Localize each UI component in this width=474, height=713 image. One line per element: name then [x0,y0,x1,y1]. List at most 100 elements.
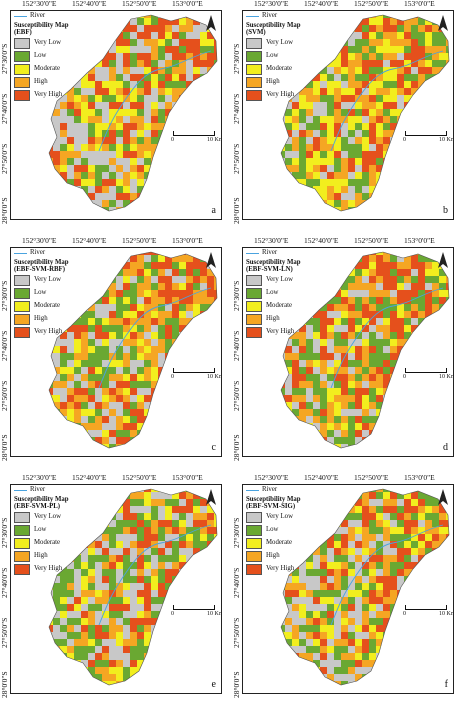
lon-tick-label: 153°0'0"E [172,236,203,245]
legend-swatch [14,525,30,537]
panel-letter: e [211,679,216,690]
north-arrow-icon [205,252,217,272]
legend-item-low: Low [14,288,69,300]
legend-title: Susceptibility Map (SVM) [246,21,301,36]
catchment-boundary [280,488,450,686]
legend-item-low: Low [246,288,301,300]
map-frame: River Susceptibility Map (EBF-SVM-RBF) Very… [10,247,222,457]
river-legend-entry: River [14,12,69,20]
lat-tick-label: 27°50'0"S [0,143,9,174]
susceptibility-map [48,14,218,212]
legend-title: Susceptibility Map (EBF-SVM-PL) [14,495,69,510]
legend-label: Very High [266,91,295,99]
legend-swatch [246,327,262,339]
legend-label: Very High [34,328,63,336]
legend-item-low: Low [14,51,69,63]
scale-end-label: 10 Km [439,137,454,143]
panel-letter: c [211,442,216,453]
map-frame: River Susceptibility Map (EBF) Very Low Low M… [10,10,222,220]
scale-end-label: 10 Km [439,611,454,617]
lon-tick-label: 152°50'0"E [354,473,389,482]
river-symbol [14,489,27,491]
legend-label: Low [266,52,279,60]
legend-item-low: Low [14,525,69,537]
river-label: River [30,12,46,19]
map-panel-c: 152°30'0"E 152°40'0"E 152°50'0"E 153°0'0"E 2… [0,236,222,461]
lat-tick-label: 28°0'0"S [0,197,9,224]
river-legend-entry: River [246,486,301,494]
map-panel-d: 152°30'0"E 152°40'0"E 152°50'0"E 153°0'0"E 2… [232,236,454,461]
lon-tick-label: 152°30'0"E [254,473,289,482]
lat-tick-label: 27°50'0"S [232,380,241,411]
lon-tick-label: 152°40'0"E [72,236,107,245]
north-arrow-icon [437,15,449,35]
legend-label: Very Low [34,513,61,521]
scale-start-label: 0 [171,374,174,380]
legend-label: Moderate [34,302,61,310]
susceptibility-map [280,251,450,449]
legend-label: High [34,552,48,560]
map-panel-a: 152°30'0"E 152°40'0"E 152°50'0"E 153°0'0"E 2… [0,0,222,224]
scale-start-label: 0 [403,611,406,617]
legend-item-moderate: Moderate [14,64,69,76]
legend-item-moderate: Moderate [14,301,69,313]
legend-item-high: High [246,314,301,326]
lat-tick-label: 27°40'0"S [232,330,241,361]
map-frame: River Susceptibility Map (EBF-SVM-LN) Very … [242,247,454,457]
river-symbol [14,252,27,254]
legend-item-very-low: Very Low [14,275,69,287]
legend-label: Low [34,52,47,60]
legend-swatch [14,327,30,339]
map-legend: River Susceptibility Map (EBF-SVM-LN) Very … [246,249,301,340]
panel-letter: d [443,442,448,453]
legend-item-very-high: Very High [14,564,69,576]
panel-letter: a [211,205,216,216]
river-legend-entry: River [14,249,69,257]
legend-swatch [246,564,262,576]
lat-tick-label: 27°30'0"S [232,517,241,548]
legend-swatch [14,314,30,326]
legend-item-low: Low [246,51,301,63]
legend-label: High [34,315,48,323]
lon-tick-label: 152°50'0"E [354,0,389,8]
legend-item-high: High [14,77,69,89]
legend-swatch [246,512,262,524]
lat-tick-label: 27°50'0"S [0,617,9,648]
legend-label: Moderate [266,302,293,310]
river-legend-entry: River [246,12,301,20]
legend-label: Low [34,526,47,534]
lat-tick-label: 27°50'0"S [232,617,241,648]
legend-item-high: High [246,77,301,89]
catchment-boundary [280,14,450,212]
lat-tick-label: 27°30'0"S [232,280,241,311]
map-legend: River Susceptibility Map (EBF-SVM-SIG) Very… [246,486,301,577]
lat-tick-label: 28°0'0"S [0,434,9,461]
legend-item-very-low: Very Low [14,512,69,524]
legend-item-very-high: Very High [14,90,69,102]
river-line [330,50,444,152]
legend-label: Very Low [34,276,61,284]
legend-title: Susceptibility Map (EBF-SVM-SIG) [246,495,301,510]
legend-swatch [246,538,262,550]
lat-tick-label: 27°30'0"S [0,43,9,74]
river-label: River [30,249,46,256]
legend-label: Moderate [266,539,293,547]
legend-swatch [246,551,262,563]
lat-tick-label: 28°0'0"S [232,434,241,461]
scale-end-label: 10 Km [207,611,222,617]
lat-tick-label: 27°30'0"S [0,280,9,311]
lon-tick-label: 153°0'0"E [172,0,203,8]
lon-tick-label: 152°50'0"E [122,473,157,482]
scale-start-label: 0 [403,137,406,143]
north-arrow-icon [437,252,449,272]
map-legend: River Susceptibility Map (EBF) Very Low Low M… [14,12,69,103]
river-legend-entry: River [14,486,69,494]
lat-tick-label: 27°30'0"S [0,517,9,548]
river-line [330,287,444,389]
map-panel-b: 152°30'0"E 152°40'0"E 152°50'0"E 153°0'0"E 2… [232,0,454,224]
legend-label: Low [266,289,279,297]
legend-label: Moderate [266,65,293,73]
susceptibility-map [280,14,450,212]
scale-end-label: 10 Km [207,374,222,380]
legend-label: Low [266,526,279,534]
